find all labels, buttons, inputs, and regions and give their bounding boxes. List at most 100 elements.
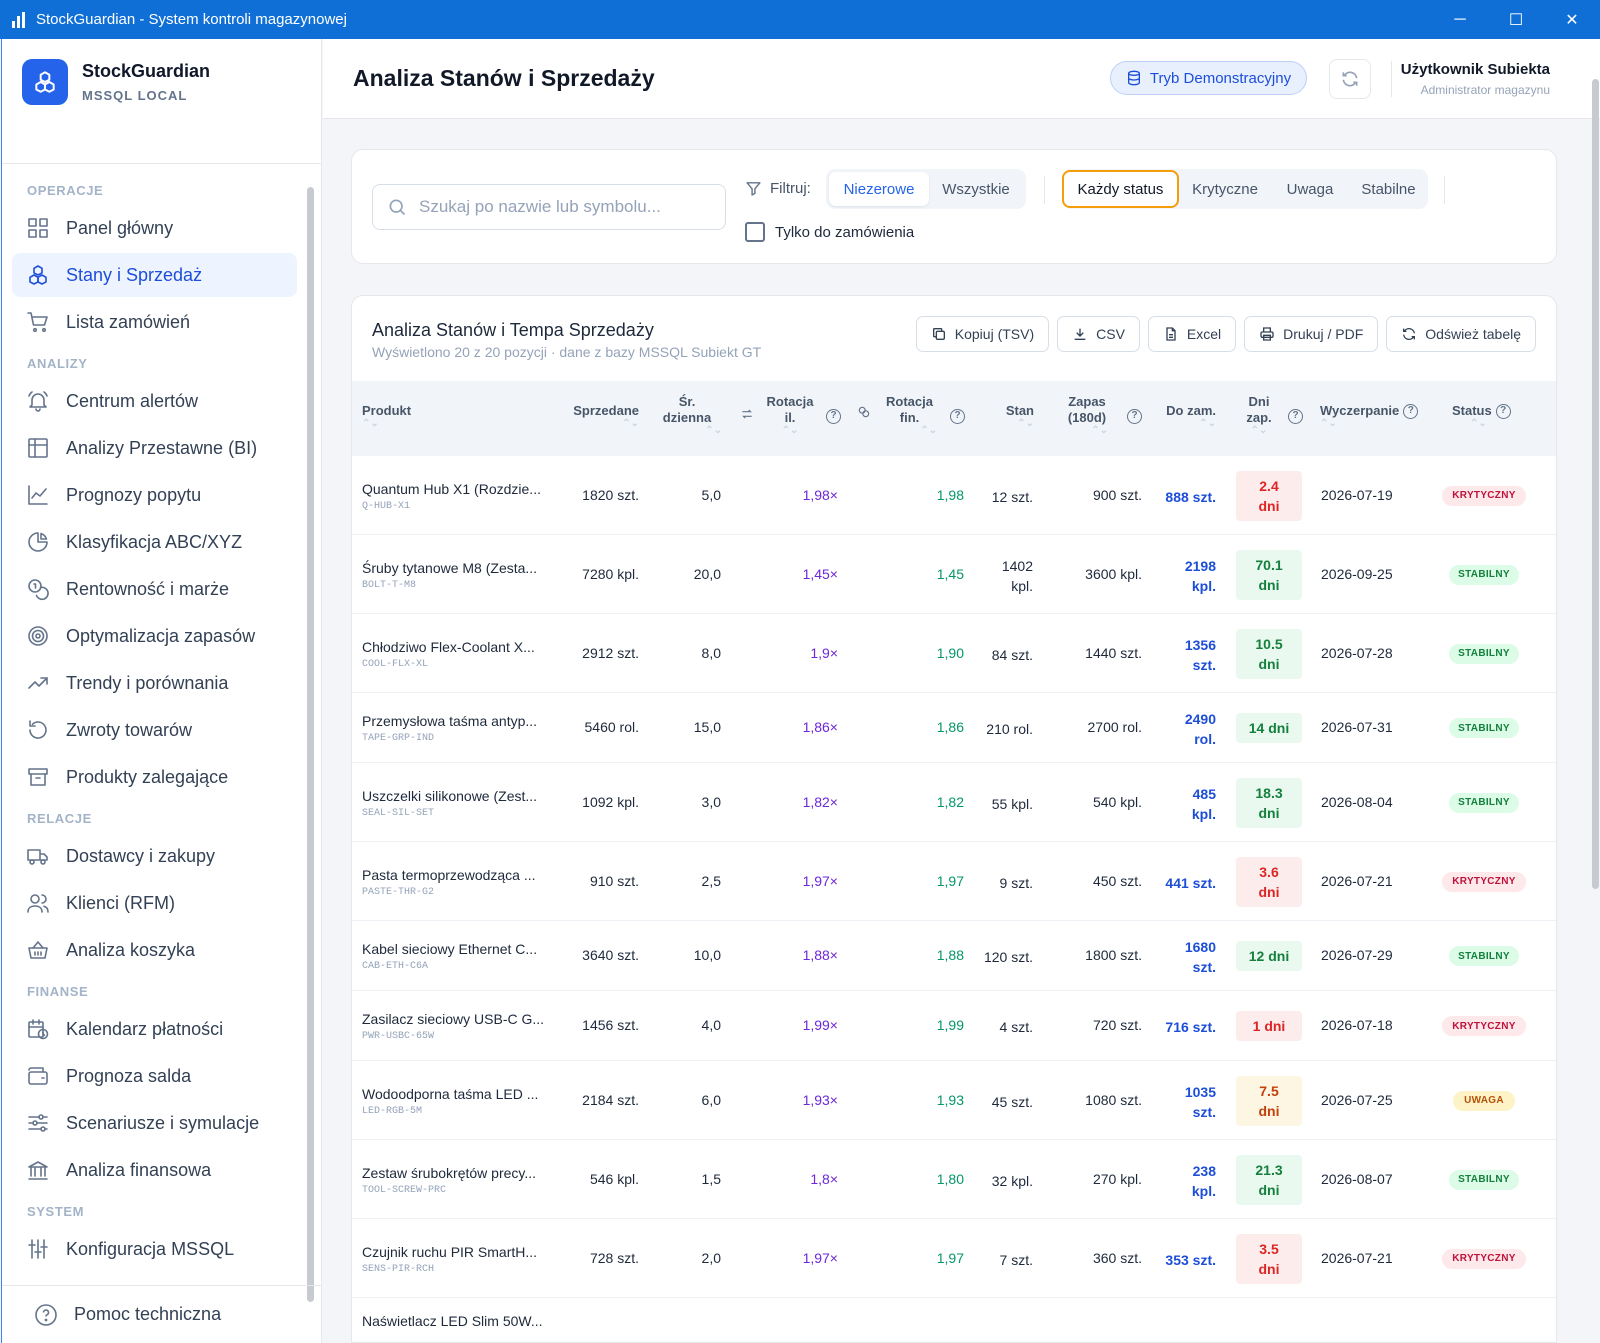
help-icon[interactable]: ? xyxy=(1403,404,1419,420)
demo-label: Tryb Demonstracyjny xyxy=(1149,69,1292,87)
table-row[interactable]: Uszczelki silikonowe (Zest... SEAL-SIL-SE… xyxy=(352,763,1556,842)
sidebar-item[interactable]: Zwroty towarów xyxy=(12,708,297,752)
table-row[interactable]: Wodoodporna taśma LED ... LED-RGB-5M 2184 … xyxy=(352,1061,1556,1140)
table-row[interactable]: Naświetlacz LED Slim 50W... xyxy=(352,1298,1556,1342)
sidebar-item[interactable]: Prognoza salda xyxy=(12,1054,297,1098)
refresh-table-button[interactable]: Odśwież tabelę xyxy=(1386,316,1536,352)
table-row[interactable]: Śruby tytanowe M8 (Zesta... BOLT-T-M8 7280… xyxy=(352,535,1556,614)
help-icon[interactable]: ? xyxy=(946,408,965,425)
sidebar-item[interactable]: Optymalizacja zapasów xyxy=(12,614,297,658)
checkbox-box[interactable] xyxy=(745,222,765,242)
col-dni-zap[interactable]: Dni zap. ⌃⌄ xyxy=(1242,394,1276,436)
col-stan[interactable]: Stan ⌃⌄ xyxy=(1002,403,1034,429)
sidebar-item[interactable]: Analizy Przestawne (BI) xyxy=(12,426,297,470)
search-icon xyxy=(389,199,406,216)
stock-value: 55 kpl. xyxy=(991,795,1033,812)
sidebar-item[interactable]: Panel główny xyxy=(12,206,297,250)
sidebar-item[interactable]: Scenariusze i symulacje xyxy=(12,1101,297,1145)
daily-avg-value: 1,5 xyxy=(701,1170,721,1187)
table-row[interactable]: Quantum Hub X1 (Rozdzie... Q-HUB-X1 1820 s… xyxy=(352,456,1556,535)
help-icon[interactable]: ? xyxy=(1284,408,1303,425)
reserve-value: 2700 rol. xyxy=(1087,719,1142,735)
sidebar-item[interactable]: Lista zamówień xyxy=(12,300,297,344)
col-do-zam[interactable]: Do zam. ⌃⌄ xyxy=(1160,403,1216,429)
col-rotacja-fin[interactable]: Rotacja fin. ⌃⌄ xyxy=(882,394,937,436)
col-status[interactable]: Status? ⌃⌄ xyxy=(1452,403,1511,429)
sidebar-item[interactable]: Stany i Sprzedaż xyxy=(12,253,297,297)
sort-icon: ⌃⌄ xyxy=(705,425,722,436)
user-info[interactable]: Użytkownik Subiekta Administrator magazy… xyxy=(1401,61,1550,97)
main-scrollbar[interactable] xyxy=(1592,79,1599,889)
table-row[interactable]: Zestaw śrubokrętów precy... TOOL-SCREW-PR… xyxy=(352,1140,1556,1219)
print-pdf-button[interactable]: Drukuj / PDF xyxy=(1244,316,1379,352)
line-chart-icon xyxy=(28,485,48,505)
copy-tsv-button[interactable]: Kopiuj (TSV) xyxy=(915,316,1050,352)
sidebar-item[interactable]: Analiza koszyka xyxy=(12,928,297,972)
col-rotacja-il[interactable]: Rotacja il. ⌃⌄ xyxy=(760,394,820,436)
to-order-value: 716 szt. xyxy=(1165,1019,1216,1035)
sold-value: 5460 rol. xyxy=(584,719,639,735)
sidebar-item[interactable]: Konfiguracja MSSQL xyxy=(12,1227,297,1271)
col-produkt[interactable]: Produkt ⌃⌄ xyxy=(362,403,411,429)
col-stan-label: Stan xyxy=(1005,403,1034,418)
only-order-label: Tylko do zamówienia xyxy=(775,223,915,241)
col-dni-label-1: Dni xyxy=(1248,394,1270,409)
table-row[interactable]: Pasta termoprzewodząca ... PASTE-THR-G2 91… xyxy=(352,842,1556,921)
rotation-fin-value: 1,90 xyxy=(936,644,964,661)
seg-uwaga[interactable]: Uwaga xyxy=(1286,180,1334,198)
product-symbol: LED-RGB-5M xyxy=(362,1105,423,1117)
sidebar-item[interactable]: Dostawcy i zakupy xyxy=(12,834,297,878)
demo-mode-badge[interactable]: Tryb Demonstracyjny xyxy=(1110,61,1307,95)
seg-krytyczne[interactable]: Krytyczne xyxy=(1192,180,1258,198)
printer-icon xyxy=(1260,327,1274,341)
maximize-button[interactable]: ☐ xyxy=(1508,11,1524,29)
sidebar-item[interactable]: Prognozy popytu xyxy=(12,473,297,517)
close-button[interactable]: ✕ xyxy=(1565,11,1579,29)
trend-up-icon xyxy=(28,677,48,689)
header-separator xyxy=(1391,61,1392,97)
product-name: Śruby tytanowe M8 (Zesta... xyxy=(362,559,538,576)
excel-button[interactable]: Excel xyxy=(1147,316,1237,352)
col-zapas[interactable]: Zapas (180d) ⌃⌄ xyxy=(1066,394,1108,436)
sidebar-item-label: Panel główny xyxy=(66,217,174,238)
minimize-button[interactable]: ─ xyxy=(1454,10,1466,28)
table-row[interactable]: Kabel sieciowy Ethernet C... CAB-ETH-C6A 3… xyxy=(352,921,1556,991)
help-icon[interactable]: ? xyxy=(822,408,841,425)
sidebar-item[interactable]: Kalendarz płatności xyxy=(12,1007,297,1051)
help-icon[interactable]: ? xyxy=(1495,404,1511,420)
col-sprzedane[interactable]: Sprzedane ⌃⌄ xyxy=(572,403,639,429)
search-input[interactable]: Szukaj po nazwie lub symbolu... xyxy=(372,184,726,230)
refresh-button[interactable] xyxy=(1329,59,1371,99)
table-icon xyxy=(28,438,48,458)
daily-avg-value: 2,5 xyxy=(701,872,721,889)
sidebar-item[interactable]: Rentowność i marże xyxy=(12,567,297,611)
seg-stabilne[interactable]: Stabilne xyxy=(1361,180,1416,198)
product-symbol: PWR-USBC-65W xyxy=(362,1031,435,1042)
nav-section-label: ANALIZY xyxy=(27,356,88,371)
rotation-qty-value: 1,97× xyxy=(802,1249,838,1266)
sidebar-scrollbar[interactable] xyxy=(307,187,314,1302)
seg-niezerowe[interactable]: Niezerowe xyxy=(829,172,929,206)
csv-button[interactable]: CSV xyxy=(1057,316,1140,352)
product-symbol: PASTE-THR-G2 xyxy=(362,886,435,898)
col-sr-dzienna[interactable]: Śr. dzienna ⌃⌄ xyxy=(652,394,722,436)
help-link[interactable]: Pomoc techniczna xyxy=(2,1285,322,1343)
sort-icon: ⌃⌄ xyxy=(1091,425,1108,436)
sidebar-item[interactable]: Produkty zalegające xyxy=(12,755,297,799)
sidebar-item[interactable]: Klienci (RFM) xyxy=(12,881,297,925)
sidebar-item[interactable]: Centrum alertów xyxy=(12,379,297,423)
only-order-checkbox[interactable]: Tylko do zamówienia xyxy=(745,222,914,242)
sidebar-item[interactable]: Analiza finansowa xyxy=(12,1148,297,1192)
seg-kazdy-status[interactable]: Każdy status xyxy=(1062,170,1179,208)
table-row[interactable]: Chłodziwo Flex-Coolant X... COOL-FLX-XL 29… xyxy=(352,614,1556,693)
rotation-qty-value: 1,45× xyxy=(802,565,838,582)
seg-wszystkie[interactable]: Wszystkie xyxy=(942,180,1010,198)
table-row[interactable]: Przemysłowa taśma antyp... TAPE-GRP-IND 54… xyxy=(352,693,1556,763)
sold-value: 1092 kpl. xyxy=(582,793,639,810)
help-icon[interactable]: ? xyxy=(1123,408,1142,425)
sidebar-item[interactable]: Trendy i porównania xyxy=(12,661,297,705)
col-wyczerpanie[interactable]: Wyczerpanie? ⌃⌄ xyxy=(1320,403,1419,429)
table-row[interactable]: Czujnik ruchu PIR SmartH... SENS-PIR-RCH 7… xyxy=(352,1219,1556,1298)
sidebar-item[interactable]: Klasyfikacja ABC/XYZ xyxy=(12,520,297,564)
table-row[interactable]: Zasilacz sieciowy USB-C G... PWR-USBC-65W… xyxy=(352,991,1556,1061)
